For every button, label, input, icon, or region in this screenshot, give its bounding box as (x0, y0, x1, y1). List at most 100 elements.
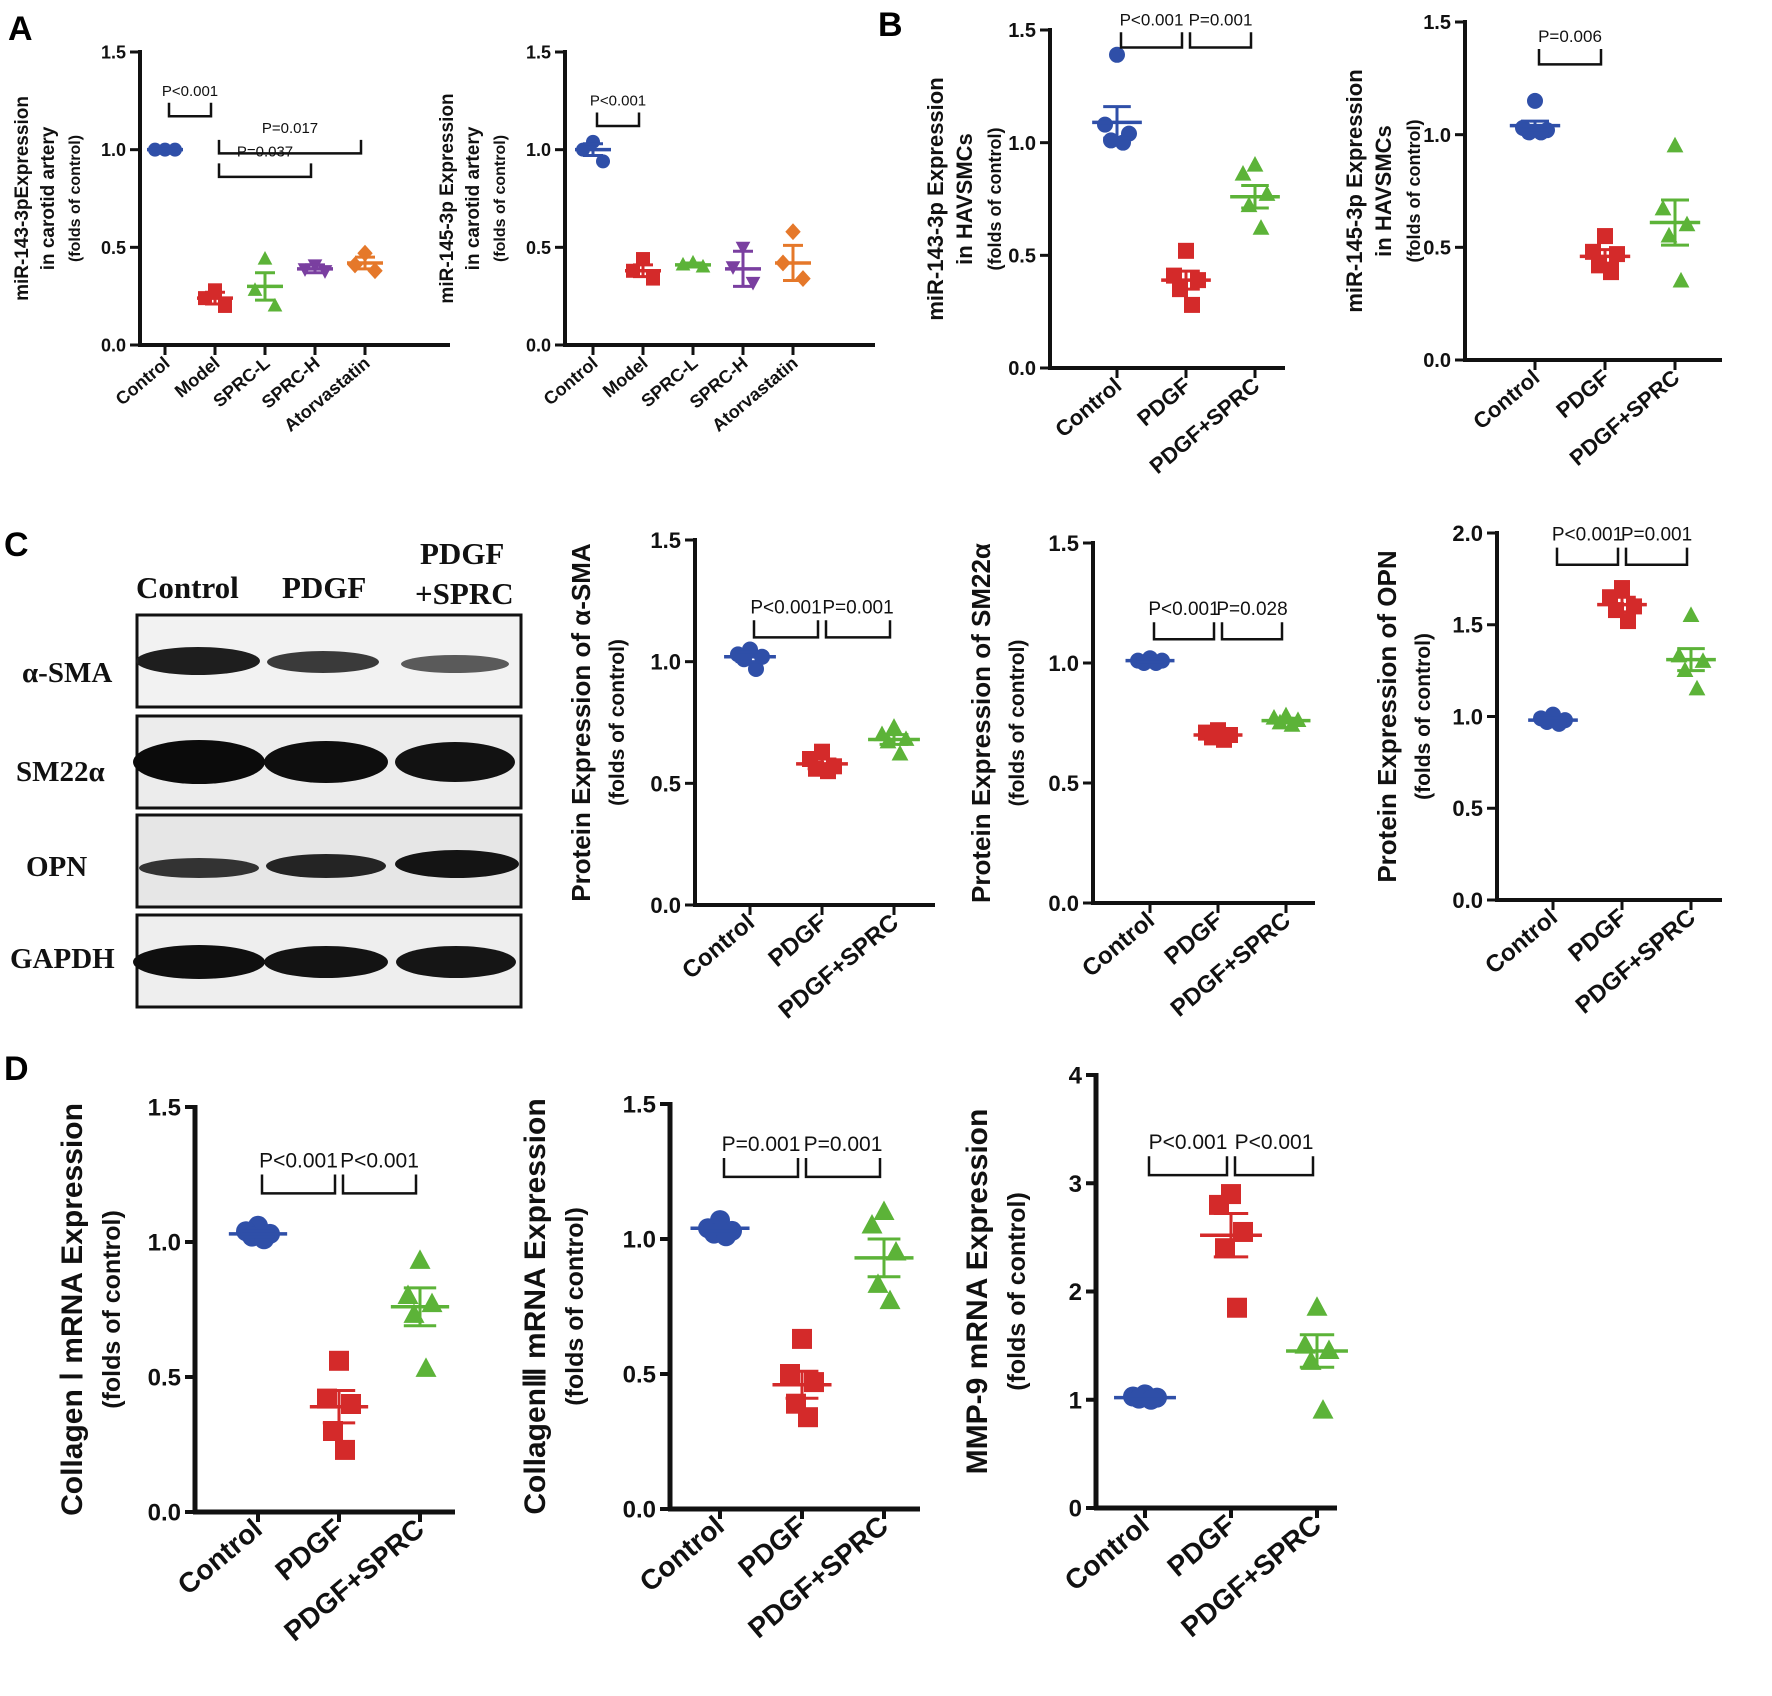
series-model (197, 283, 233, 313)
data-point (885, 718, 903, 734)
data-point (748, 660, 764, 677)
y-tick-label: 0.0 (623, 1497, 656, 1524)
y-axis-label-line-1: in HAVSMCs (952, 133, 977, 265)
y-tick-label: 0.0 (1008, 358, 1036, 380)
y-tick-label: 0.0 (526, 335, 551, 355)
p-value-label: P=0.028 (1216, 599, 1287, 620)
y-tick-label: 1 (1069, 1387, 1082, 1414)
y-tick-label: 1.5 (101, 42, 126, 62)
data-point (1184, 296, 1200, 313)
band-opn-pdgf (266, 854, 386, 878)
data-point (329, 1350, 349, 1371)
y-axis-label-line-0: Protein Expression of SM22α (966, 543, 996, 903)
data-point (1306, 1296, 1328, 1316)
y-tick-label: 0.5 (650, 771, 681, 796)
blot-lane-label-control: Control (136, 570, 239, 605)
data-point (820, 763, 836, 780)
data-point (1603, 264, 1619, 281)
data-point (792, 1328, 812, 1349)
data-point (1626, 598, 1642, 615)
data-point (735, 241, 751, 256)
data-point (798, 1407, 818, 1428)
significance-bracket: P<0.001 (1119, 10, 1184, 49)
bracket-line (804, 1158, 882, 1179)
band-gapdh-control (133, 945, 265, 979)
y-axis-label-line-0: miR-145-3p Expression (437, 93, 458, 303)
y-tick-label: 0.0 (101, 335, 126, 355)
data-point (409, 1249, 431, 1269)
y-axis-label-line-1: (folds of control) (561, 1207, 589, 1406)
p-value-label: P=0.017 (262, 120, 318, 137)
band-asma-pdgf-sprc (401, 655, 509, 673)
bracket-line (217, 163, 313, 179)
series-pdgf-sprc (854, 1200, 914, 1310)
data-point (1666, 136, 1684, 153)
significance-bracket: P=0.001 (1189, 10, 1252, 49)
series-pdgf (309, 1350, 369, 1460)
data-point (323, 1421, 343, 1441)
data-point (1252, 219, 1270, 235)
data-point (1209, 1194, 1229, 1215)
y-tick-label: 1.0 (1452, 704, 1483, 729)
series-control (147, 142, 183, 157)
data-point (1620, 613, 1636, 630)
data-point (879, 1289, 901, 1310)
bracket-line (341, 1174, 418, 1195)
data-point (1527, 92, 1543, 109)
series-pdgf-sprc (1666, 606, 1716, 696)
y-axis-label-line-0: miR-145-3p Expression (1342, 69, 1367, 312)
series-atorvastatin (775, 223, 811, 287)
data-point (1660, 226, 1678, 243)
bracket-line (217, 139, 363, 155)
y-axis-label-line-2: (folds of control) (985, 128, 1005, 271)
y-tick-label: 0.5 (1048, 771, 1079, 796)
significance-bracket: P<0.001 (1147, 1131, 1229, 1177)
blot-row-label-gapdh: GAPDH (10, 943, 115, 975)
y-axis-label-line-0: Protein Expression of α-SMA (566, 543, 596, 902)
y-tick-label: 2 (1069, 1279, 1082, 1306)
series-control (1092, 46, 1142, 151)
series-control (1528, 706, 1578, 732)
p-value-label: P=0.001 (722, 1133, 801, 1156)
p-value-label: P<0.001 (1149, 1131, 1228, 1154)
y-tick-label: 0.0 (1048, 891, 1079, 916)
data-point (367, 262, 383, 280)
y-axis-label-line-1: in carotid artery (38, 126, 59, 270)
p-value-label: P<0.001 (590, 93, 646, 110)
series-atorvastatin (347, 244, 383, 280)
series-control (1509, 92, 1561, 141)
y-tick-label: 1.5 (1423, 12, 1451, 34)
bracket-line (595, 112, 641, 128)
data-point (1294, 1334, 1316, 1354)
data-point (1672, 271, 1690, 288)
y-tick-label: 0.5 (1423, 238, 1451, 260)
western-blot: Control PDGF PDGF +SPRC α-SMA SM22α OPN … (10, 536, 523, 1009)
significance-bracket: P<0.001 (1148, 599, 1220, 641)
p-value-label: P=0.037 (237, 143, 293, 160)
blot-lane-label-pdgf-sprc-line2: +SPRC (415, 576, 514, 611)
series-control (228, 1215, 288, 1250)
significance-bracket: P=0.006 (1537, 27, 1603, 66)
blot-row-label-asma: α-SMA (22, 657, 112, 689)
blot-row-label-sm22a: SM22α (16, 756, 105, 788)
significance-bracket: P<0.001 (340, 1150, 419, 1195)
bracket-line (1119, 32, 1184, 49)
series-pdgf (796, 743, 848, 780)
y-tick-label: 2.0 (1452, 521, 1483, 546)
y-tick-label: 4 (1069, 1063, 1083, 1090)
bracket-line (1152, 622, 1216, 641)
y-axis-label-line-1: in carotid artery (463, 126, 484, 270)
significance-bracket: P<0.001 (750, 597, 822, 639)
data-point (1246, 156, 1264, 172)
p-value-label: P<0.001 (162, 83, 218, 100)
significance-bracket: P=0.001 (822, 597, 894, 639)
data-point (891, 744, 909, 761)
y-axis-label-line-1: (folds of control) (98, 1210, 126, 1409)
p-value-label: P<0.001 (259, 1150, 338, 1173)
data-point (1533, 124, 1549, 141)
y-tick-label: 1.5 (1048, 531, 1079, 556)
y-tick-label: 1.0 (1048, 651, 1079, 676)
significance-bracket: P=0.001 (722, 1133, 801, 1179)
data-point (745, 276, 761, 291)
